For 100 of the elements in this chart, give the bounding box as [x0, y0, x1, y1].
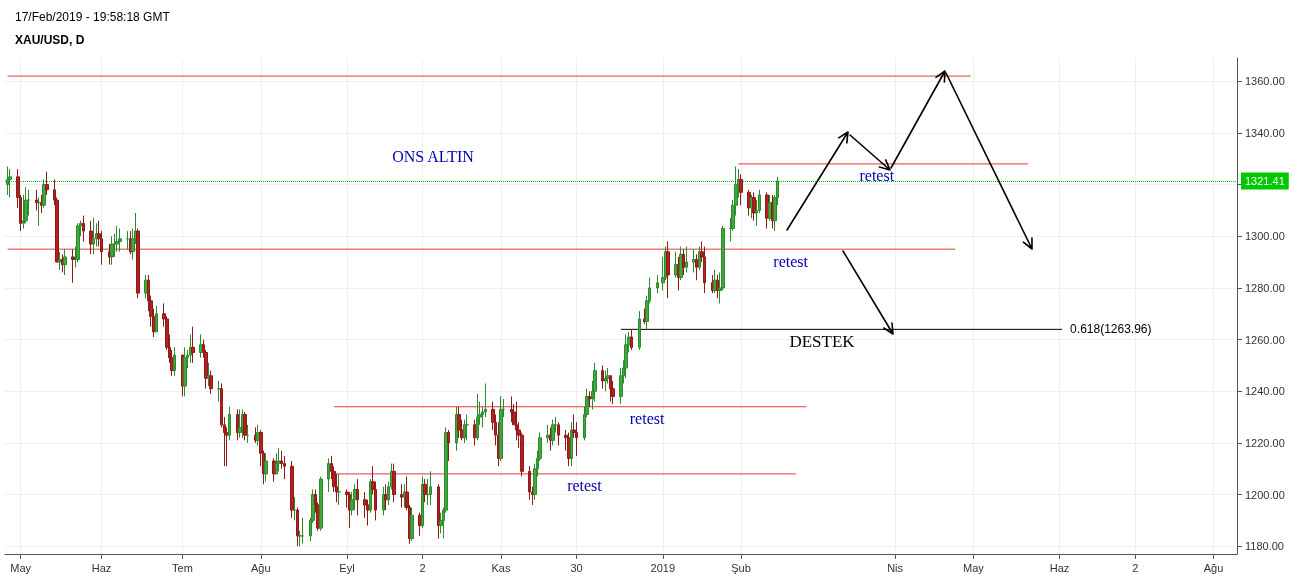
candlestick: [551, 419, 555, 446]
candlestick: [643, 308, 646, 325]
ref-line-label: 1321.41: [1245, 174, 1285, 187]
candlestick: [92, 217, 95, 255]
annotation: ONS ALTIN: [392, 147, 475, 165]
candlestick: [549, 426, 552, 452]
candlestick: [126, 230, 129, 250]
candlestick: [604, 370, 607, 392]
y-tick-label: 1260.00: [1245, 333, 1285, 346]
candlestick: [254, 426, 257, 444]
candlestick: [455, 406, 458, 452]
candlestick: [217, 380, 221, 403]
candlestick: [685, 246, 688, 273]
candlestick: [76, 222, 80, 263]
x-tick-label: Ağu: [1203, 561, 1224, 574]
candlestick: [155, 305, 158, 333]
candlestick: [272, 457, 276, 483]
candlestick: [695, 253, 698, 281]
x-tick-label: 30: [570, 561, 583, 574]
candlestick: [630, 328, 633, 351]
x-tick-label: Haz: [91, 561, 112, 574]
x-tick-label: 2019: [650, 561, 675, 574]
candlestick: [465, 414, 469, 441]
candlestick: [609, 375, 612, 403]
candlestick: [463, 419, 466, 444]
y-tick-label: 1220.00: [1245, 436, 1285, 449]
candlestick: [674, 251, 678, 279]
candlestick: [209, 370, 213, 395]
candlestick: [61, 253, 64, 273]
candlestick: [692, 248, 696, 273]
candlestick: [327, 457, 330, 493]
x-tick-label: Şub: [731, 561, 751, 574]
candlestick: [711, 274, 714, 294]
candlestick: [682, 248, 685, 276]
candlestick: [499, 395, 503, 462]
candlestick: [382, 486, 385, 516]
candlestick: [353, 483, 357, 511]
candlestick: [293, 496, 296, 521]
candlestick: [283, 455, 286, 480]
x-tick-label: Kas: [491, 561, 511, 574]
x-tick-label: 2: [1132, 561, 1139, 574]
candlestick: [236, 408, 239, 441]
candlestick: [89, 220, 93, 255]
candlestick: [698, 246, 701, 271]
candlestick: [82, 215, 85, 242]
chart-title: XAU/USD, D: [15, 33, 85, 47]
annotation: DESTEK: [789, 331, 856, 351]
candlestick: [739, 173, 743, 206]
candlestick: [601, 364, 604, 390]
x-tick-label: Eyl: [339, 561, 355, 574]
candlestick: [765, 191, 769, 229]
candlestick: [246, 424, 249, 444]
candlestick: [45, 171, 49, 196]
candlestick: [437, 483, 440, 539]
candlestick: [40, 194, 43, 214]
candlestick: [638, 310, 641, 351]
x-tick-label: May: [10, 561, 32, 574]
candlestick: [301, 517, 304, 545]
candlestick: [356, 478, 359, 516]
x-tick-label: Tem: [172, 561, 193, 574]
candlestick: [457, 406, 461, 439]
candlestick: [400, 483, 403, 508]
candlestick: [191, 326, 195, 364]
candlestick: [108, 243, 111, 266]
x-tick-label: May: [962, 561, 985, 574]
x-tick-label: Nis: [887, 561, 904, 574]
candlestick: [6, 166, 9, 196]
candlestick: [136, 228, 140, 299]
candlestick: [290, 460, 294, 519]
candlestick: [570, 421, 573, 467]
candlestick: [35, 189, 38, 211]
candlestick: [510, 395, 513, 423]
candlestick: [423, 478, 427, 503]
candlestick: [173, 346, 176, 377]
x-tick-label: Haz: [1049, 561, 1070, 574]
annotation: retest: [629, 410, 665, 428]
candlestick: [275, 452, 278, 475]
candlestick: [588, 390, 591, 408]
candlestick: [557, 421, 560, 446]
candlestick: [476, 393, 479, 441]
y-tick-label: 1360.00: [1245, 75, 1285, 88]
annotation: 0.618(1263.96): [1070, 322, 1152, 337]
candlestick: [421, 476, 424, 529]
annotation: retest: [773, 252, 809, 270]
y-tick-label: 1240.00: [1245, 385, 1285, 398]
candlestick: [189, 333, 192, 364]
candlestick: [42, 178, 46, 209]
candlestick: [528, 465, 531, 501]
candlestick: [384, 483, 388, 511]
candlestick: [37, 197, 41, 227]
y-tick-label: 1180.00: [1245, 540, 1284, 553]
annotation: retest: [567, 477, 603, 495]
candlestick: [243, 411, 247, 441]
candlestick: [296, 507, 299, 547]
candlestick: [410, 507, 414, 542]
candlestick: [546, 424, 550, 444]
candlestick: [207, 362, 210, 387]
candlestick: [677, 256, 680, 291]
x-tick-label: Ağu: [251, 561, 271, 574]
y-tick-label: 1280.00: [1245, 281, 1285, 294]
